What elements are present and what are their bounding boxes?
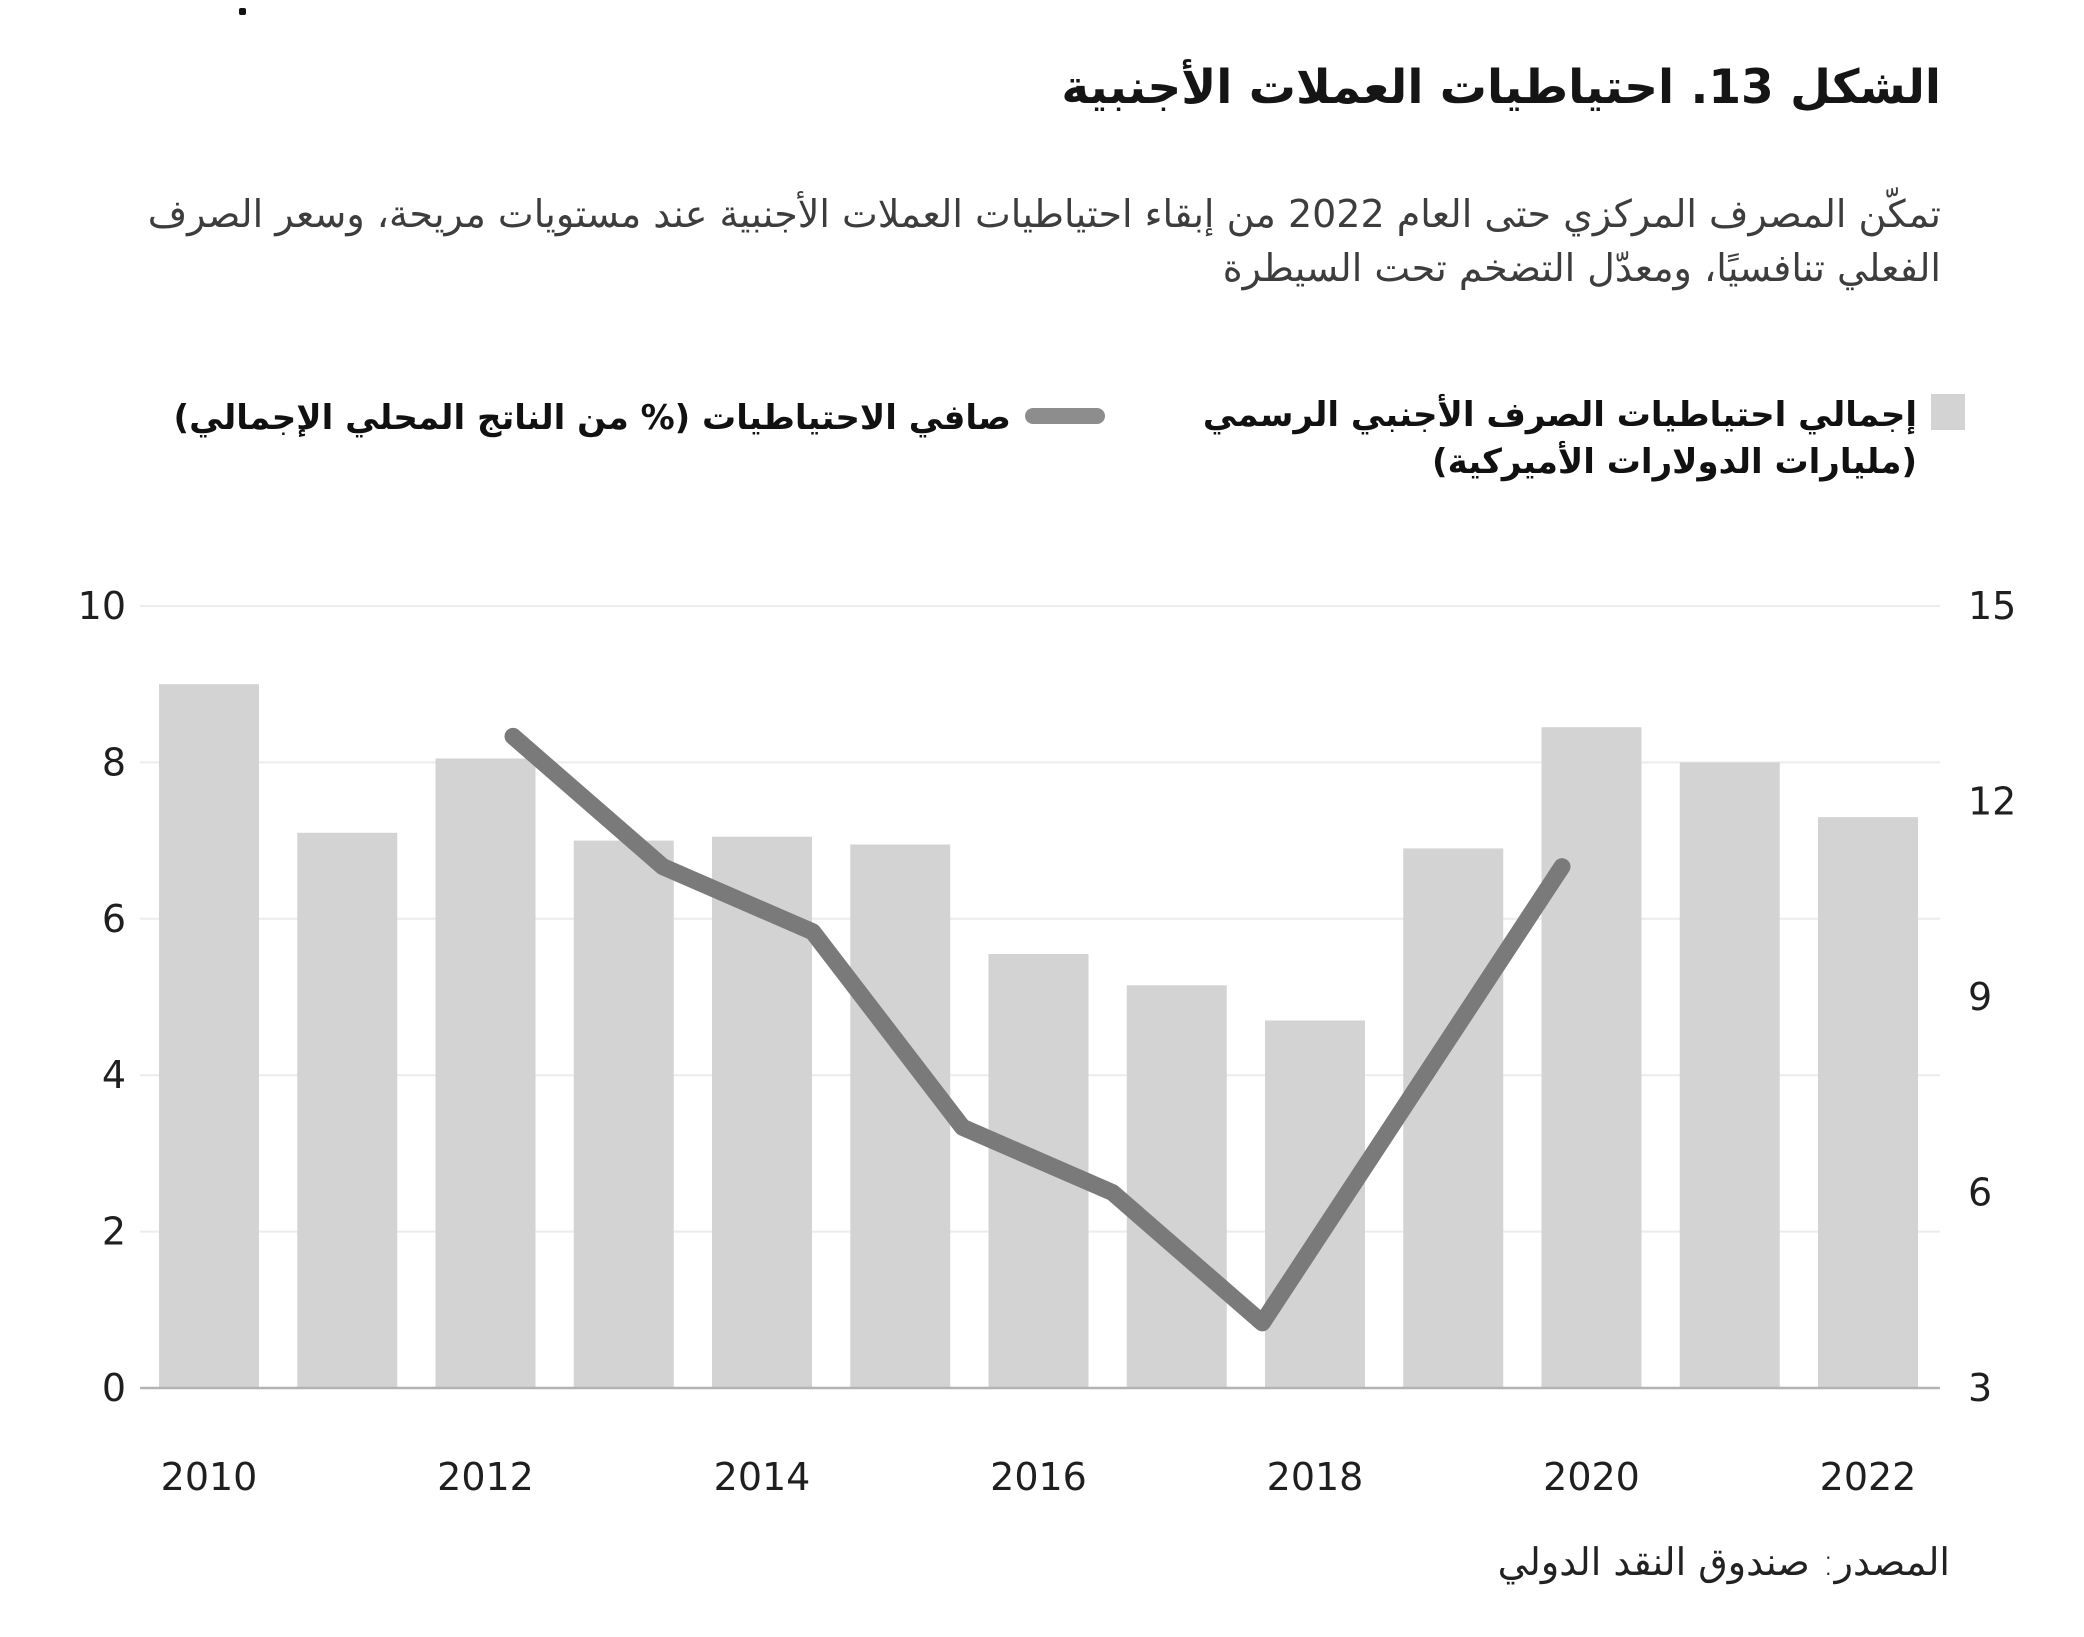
x-axis-tick-2016: 2016 [990, 1455, 1087, 1499]
y-axis-left-tick-2: 2 [102, 1210, 126, 1254]
y-axis-right-tick-9: 9 [1968, 975, 1992, 1019]
legend-item-bars: إجمالي احتياطيات الصرف الأجنبي الرسمي (م… [1203, 392, 1965, 486]
y-axis-left-tick-8: 8 [102, 740, 126, 784]
bar-2022 [1818, 817, 1918, 1388]
source-note: المصدر: صندوق النقد الدولي [1497, 1540, 1950, 1584]
bar-2021 [1679, 762, 1780, 1388]
legend-line-label: صافي الاحتياطيات (% من الناتج المحلي الإ… [173, 398, 1011, 438]
line-series-swatch-icon [1025, 408, 1105, 424]
y-axis-right-tick-3: 3 [1968, 1366, 1992, 1410]
net-reserves-line [504, 727, 1571, 1332]
y-axis-right-tick-6: 6 [1968, 1171, 1992, 1215]
x-axis-tick-2012: 2012 [437, 1455, 534, 1499]
y-axis-right-tick-15: 15 [1968, 584, 2016, 628]
y-axis-left-tick-0: 0 [102, 1366, 126, 1410]
bar-2019 [1403, 848, 1504, 1388]
legend-bars-label-line1: إجمالي احتياطيات الصرف الأجنبي الرسمي [1202, 395, 1917, 435]
bar-2020 [1541, 727, 1642, 1388]
bar-2011 [297, 832, 398, 1388]
x-axis-tick-2018: 2018 [1267, 1455, 1364, 1499]
bar-2012 [435, 758, 536, 1388]
legend-item-line: صافي الاحتياطيات (% من الناتج المحلي الإ… [174, 395, 1105, 442]
legend-bars-label-line2: (مليارات الدولارات الأميركية) [1432, 441, 1917, 482]
bar-2010 [159, 684, 259, 1388]
legend-bars-label: إجمالي احتياطيات الصرف الأجنبي الرسمي (م… [1203, 392, 1917, 486]
x-axis-tick-2022: 2022 [1820, 1455, 1917, 1499]
chart-subtitle: تمكّن المصرف المركزي حتى العام 2022 من إ… [147, 192, 1941, 290]
corner-dot [239, 8, 246, 15]
x-axis-tick-2014: 2014 [714, 1455, 811, 1499]
bar-2017 [1126, 985, 1227, 1388]
bar-2015 [850, 844, 951, 1388]
x-axis-tick-2010: 2010 [161, 1455, 258, 1499]
chart-title: الشكل 13. احتياطيات العملات الأجنبية [1061, 60, 1941, 115]
x-axis-tick-2020: 2020 [1543, 1455, 1640, 1499]
y-axis-left-tick-4: 4 [102, 1053, 126, 1097]
bar-series-swatch-icon [1931, 394, 1965, 430]
legend: إجمالي احتياطيات الصرف الأجنبي الرسمي (م… [0, 392, 2084, 502]
y-axis-left-tick-10: 10 [78, 584, 126, 628]
y-axis-right-tick-12: 12 [1968, 780, 2016, 824]
y-axis-left-tick-6: 6 [102, 897, 126, 941]
bar-2013 [573, 840, 674, 1388]
